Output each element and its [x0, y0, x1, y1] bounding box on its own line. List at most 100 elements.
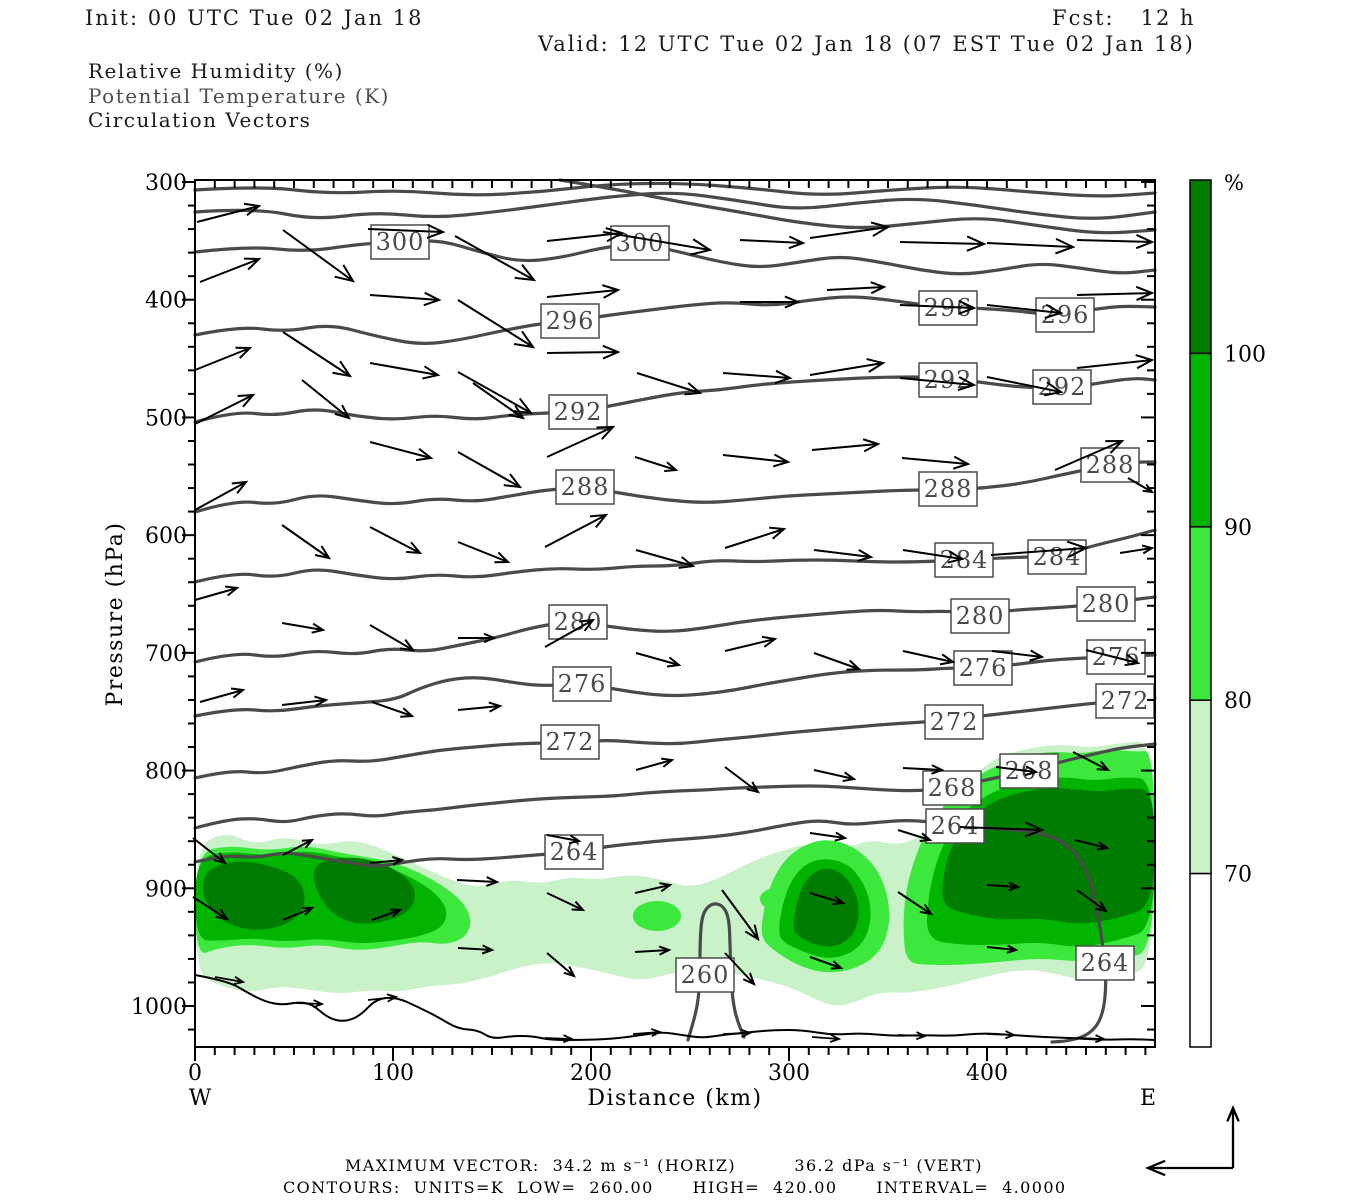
circulation-vector-arrow	[1054, 439, 1125, 471]
colorbar-title: %	[1224, 171, 1244, 195]
circulation-vector-arrow	[897, 829, 933, 843]
circulation-vector-arrow	[199, 257, 262, 283]
circulation-vector-arrow	[546, 425, 616, 458]
circulation-vector-arrow	[897, 891, 934, 916]
contour-label: 280	[956, 602, 1005, 630]
y-tick-label: 900	[145, 877, 187, 902]
circulation-vector-arrow	[1076, 354, 1155, 370]
contour-label-box	[552, 666, 612, 702]
contour-label: 272	[546, 728, 595, 756]
contour-label-box	[1035, 297, 1095, 333]
circulation-vector-arrow	[635, 652, 682, 668]
plot-frame	[194, 179, 1156, 1048]
field-label-relative-humidity: Relative Humidity (%)	[88, 59, 344, 83]
maximum-vector-caption: MAXIMUM VECTOR: 34.2 m s⁻¹ (HORIZ) 36.2 …	[345, 1156, 983, 1175]
circulation-vector-arrow	[301, 379, 351, 420]
y-tick-label: 1000	[131, 995, 187, 1020]
circulation-vector-arrow	[813, 769, 857, 783]
circulation-vector-arrow	[1119, 544, 1155, 555]
contours-info-caption: CONTOURS: UNITS=K LOW= 260.00 HIGH= 420.…	[283, 1178, 1067, 1197]
circulation-vector-arrow	[986, 303, 1064, 319]
circulation-vector-arrow	[544, 1034, 575, 1044]
circulation-vector-arrow	[371, 701, 415, 718]
rh-shading-100pct	[314, 857, 415, 924]
x-tick-label: 200	[570, 1061, 612, 1086]
circulation-vector-arrow	[546, 952, 576, 978]
contour-label: 276	[558, 670, 607, 698]
field-label-circulation-vectors: Circulation Vectors	[88, 108, 312, 132]
theta-contour-308	[193, 191, 1157, 220]
circulation-vector-arrow	[1226, 1105, 1240, 1168]
colorbar-tick-label: 70	[1224, 863, 1252, 888]
circulation-vector-arrow	[282, 838, 315, 856]
contour-label-box	[924, 704, 984, 740]
circulation-vector-arrow	[722, 453, 791, 468]
contour-label: 276	[959, 654, 1008, 682]
circulation-vector-arrow	[739, 235, 806, 250]
circulation-vector-arrow	[196, 202, 262, 223]
circulation-vector-arrow	[371, 908, 403, 921]
circulation-vector-arrow	[281, 695, 329, 707]
theta-contour-312	[193, 181, 1157, 198]
circulation-vector-arrow	[367, 223, 446, 239]
circulation-vector-arrow	[1076, 234, 1155, 250]
circulation-vector-arrow	[454, 235, 537, 282]
circulation-vector-arrow	[194, 346, 253, 371]
circulation-vector-arrow	[194, 480, 249, 511]
circulation-vector-arrow	[367, 993, 399, 1003]
circulation-vector-arrow	[986, 376, 1064, 397]
contour-label-box	[555, 469, 615, 505]
circulation-vector-arrow	[634, 945, 672, 956]
contour-label: 288	[924, 475, 973, 503]
circulation-vector-arrow	[458, 632, 497, 644]
circulation-vector-arrow	[457, 541, 511, 564]
contour-label: 284	[1033, 543, 1082, 571]
circulation-vector-arrow	[986, 237, 1076, 255]
circulation-vector-arrow	[457, 451, 523, 489]
circulation-vector-arrow	[724, 635, 778, 652]
circulation-vector-arrow	[457, 299, 536, 349]
circulation-vector-arrow	[602, 231, 713, 256]
circulation-vector-arrow	[809, 956, 844, 970]
circulation-vector-arrow	[740, 295, 801, 309]
contour-label-box	[934, 542, 994, 578]
circulation-vector-arrow	[282, 906, 315, 921]
circulation-vector-arrow	[809, 358, 886, 376]
circulation-vector-arrow	[722, 369, 793, 384]
contour-label-box	[953, 650, 1013, 686]
colorbar-segment	[1189, 699, 1212, 875]
contour-label: 296	[546, 307, 595, 335]
x-axis-west-label: W	[189, 1086, 212, 1111]
circulation-vector-arrow	[995, 765, 1039, 777]
theta-contour-304	[558, 178, 1157, 235]
contour-label: 288	[1086, 451, 1135, 479]
surface-streamline	[194, 974, 1156, 1042]
circulation-vector-arrow	[986, 881, 1021, 892]
contour-label: 288	[561, 473, 610, 501]
circulation-vector-arrow	[457, 944, 495, 955]
y-tick-label: 500	[145, 406, 187, 431]
init-time-label: Init: 00 UTC Tue 02 Jan 18	[85, 6, 424, 30]
contour-label: 280	[1082, 590, 1131, 618]
rh-shading-100pct	[942, 788, 1155, 924]
colorbar-segment	[1189, 526, 1212, 701]
circulation-vector-arrow	[902, 650, 956, 666]
circulation-vector-arrow	[826, 281, 887, 295]
x-axis-east-label: E	[1140, 1086, 1156, 1111]
contour-label-box	[918, 471, 978, 507]
circulation-vector-arrow	[369, 855, 405, 866]
y-tick-label: 700	[145, 642, 187, 667]
contour-label: 292	[1038, 373, 1087, 401]
circulation-vector-arrow	[809, 221, 891, 239]
contour-label: 272	[930, 708, 979, 736]
circulation-vector-arrow	[635, 549, 696, 569]
circulation-vector-arrow	[899, 299, 977, 315]
circulation-vector-arrow	[811, 1033, 842, 1043]
contour-label-box	[675, 957, 735, 993]
y-tick-label: 600	[145, 524, 187, 549]
x-tick-label: 100	[372, 1061, 414, 1086]
circulation-vector-arrow	[546, 284, 621, 299]
contour-label: 264	[931, 812, 980, 840]
circulation-vector-arrow	[634, 456, 679, 473]
